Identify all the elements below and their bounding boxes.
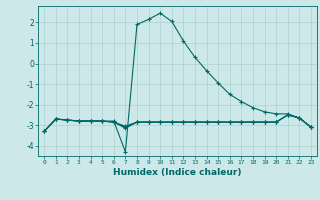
X-axis label: Humidex (Indice chaleur): Humidex (Indice chaleur) [113, 168, 242, 177]
